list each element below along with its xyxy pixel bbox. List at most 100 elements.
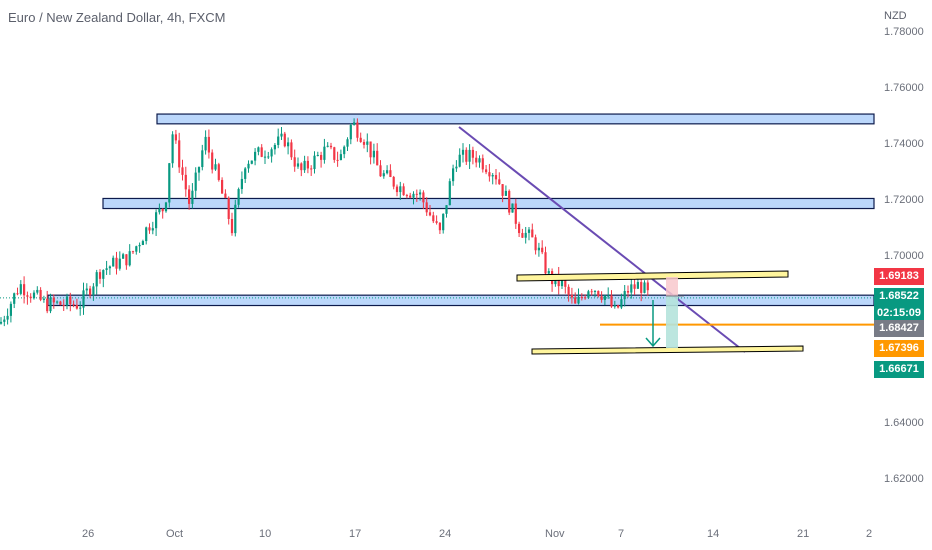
- candle-body: [428, 212, 432, 216]
- candle-body: [498, 179, 501, 185]
- candle-body: [247, 163, 250, 169]
- candle-body: [570, 294, 573, 298]
- candle-body: [164, 202, 168, 212]
- candle-body: [587, 291, 590, 298]
- candle-body: [32, 292, 36, 299]
- candle-body: [224, 193, 227, 198]
- x-tick-label: 2: [866, 528, 873, 540]
- candle-body: [445, 205, 448, 214]
- candle-body: [485, 169, 488, 173]
- candle-body: [131, 251, 135, 253]
- candle-body: [339, 154, 342, 161]
- candle-body: [267, 156, 270, 158]
- candle-body: [9, 303, 12, 316]
- candle-body: [98, 272, 102, 279]
- candle-body: [26, 295, 29, 297]
- candle-body: [623, 290, 626, 300]
- candle-body: [108, 266, 111, 269]
- candle-body: [234, 204, 237, 234]
- candle-body: [290, 142, 293, 158]
- candle-body: [296, 163, 300, 167]
- x-tick-label: Nov: [545, 528, 565, 540]
- candle-body: [580, 296, 583, 298]
- candle-body: [478, 158, 481, 163]
- candle-body: [620, 299, 623, 308]
- candle-body: [610, 295, 613, 307]
- candle-body: [244, 168, 247, 179]
- candle-body: [547, 271, 550, 274]
- candle-body: [455, 166, 458, 169]
- candle-body: [112, 257, 115, 267]
- candle-body: [92, 286, 95, 296]
- candle-body: [56, 301, 59, 303]
- candle-body: [138, 245, 141, 247]
- price-tag: 1.66671: [874, 361, 924, 378]
- y-tick-label: 1.64000: [884, 417, 924, 430]
- descending-trendline: [458, 126, 746, 353]
- x-tick-label: Oct: [166, 528, 184, 540]
- candle-body: [89, 288, 92, 296]
- candle-body: [19, 284, 22, 294]
- candle-body: [521, 233, 524, 238]
- candle-body: [504, 190, 507, 196]
- candle-body: [326, 145, 329, 147]
- candle-body: [362, 141, 366, 145]
- candle-body: [155, 212, 158, 229]
- candle-body: [316, 154, 319, 156]
- candle-body: [353, 122, 356, 125]
- candle-body: [379, 165, 382, 177]
- candle-body: [283, 133, 286, 147]
- candle-body: [230, 218, 234, 234]
- candle-body: [201, 150, 204, 168]
- candle-body: [577, 296, 580, 304]
- candle-body: [75, 304, 78, 309]
- candle-body: [270, 149, 273, 157]
- candle-body: [524, 232, 527, 238]
- candle-body: [65, 296, 69, 306]
- candle-body: [537, 247, 540, 251]
- position-risk-zone: [666, 277, 678, 296]
- candle-body: [481, 158, 484, 170]
- candle-body: [590, 291, 593, 293]
- candle-body: [541, 247, 544, 253]
- candle-body: [392, 176, 395, 187]
- candle-body: [85, 288, 88, 291]
- candle-body: [415, 193, 418, 195]
- candle-body: [237, 189, 240, 205]
- candle-body: [409, 195, 412, 198]
- candle-body: [102, 270, 105, 279]
- x-tick-label: 24: [439, 528, 452, 540]
- y-tick-label: 1.70000: [884, 249, 924, 262]
- candle-body: [468, 149, 471, 162]
- resistance-zone-top: [156, 113, 875, 125]
- candle-body: [349, 124, 352, 140]
- candle-body: [151, 228, 154, 231]
- candle-body: [419, 192, 422, 195]
- candle-body: [184, 174, 187, 190]
- position-target-zone: [666, 296, 678, 348]
- candle-body: [145, 227, 148, 242]
- candle-body: [600, 296, 603, 300]
- candle-body: [277, 136, 280, 145]
- candle-body: [613, 305, 616, 307]
- candle-body: [514, 203, 517, 224]
- candle-body: [273, 144, 276, 150]
- candle-body: [630, 284, 633, 293]
- candle-body: [333, 147, 336, 160]
- candle-body: [158, 208, 161, 213]
- candle-body: [567, 286, 570, 295]
- candle-body: [148, 227, 151, 231]
- candle-body: [313, 155, 316, 170]
- candle-body: [141, 241, 144, 246]
- candle-body: [227, 197, 230, 219]
- candle-body: [161, 208, 164, 212]
- candle-body: [448, 181, 451, 206]
- candle-body: [310, 168, 313, 170]
- candle-body: [115, 257, 118, 269]
- candle-body: [69, 296, 72, 305]
- candle-body: [633, 284, 636, 289]
- candle-body: [118, 258, 121, 269]
- candle-body: [280, 133, 283, 137]
